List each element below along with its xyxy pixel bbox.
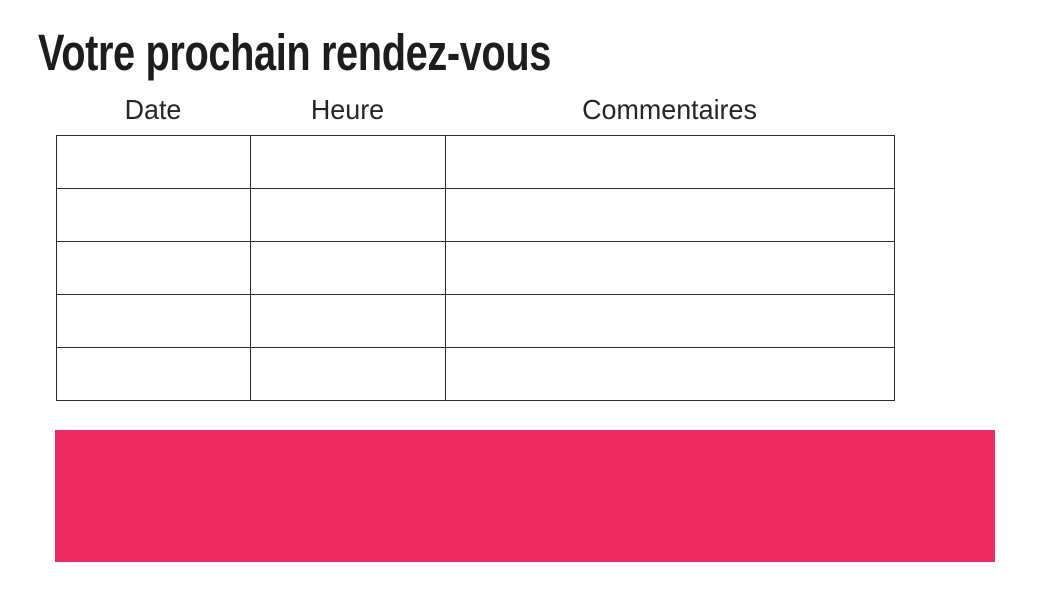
table-cell (56, 294, 251, 348)
table-cell (445, 347, 895, 401)
appointments-table-body (56, 135, 895, 401)
table-cell (445, 294, 895, 348)
table-cell (250, 241, 446, 295)
table-row (56, 135, 895, 189)
table-row (56, 294, 895, 348)
table-cell (56, 135, 251, 189)
banner-text (55, 430, 995, 562)
appointments-table (56, 135, 895, 401)
column-header-date: Date (124, 94, 182, 125)
table-cell (445, 135, 895, 189)
table-cell (250, 347, 446, 401)
table-cell (445, 188, 895, 242)
table-row (56, 241, 895, 295)
table-cell (56, 241, 251, 295)
table-cell (445, 241, 895, 295)
page-title: Votre prochain rendez-vous (38, 24, 551, 81)
table-column-headers: Date Heure Commentaires (56, 96, 894, 124)
table-cell (56, 347, 251, 401)
highlight-banner (55, 430, 995, 562)
table-cell (250, 188, 446, 242)
table-row (56, 188, 895, 242)
table-cell (250, 294, 446, 348)
table-cell (56, 188, 251, 242)
table-row (56, 347, 895, 401)
column-header-commentaires: Commentaires (582, 94, 757, 125)
table-cell (250, 135, 446, 189)
column-header-heure: Heure (310, 94, 385, 125)
